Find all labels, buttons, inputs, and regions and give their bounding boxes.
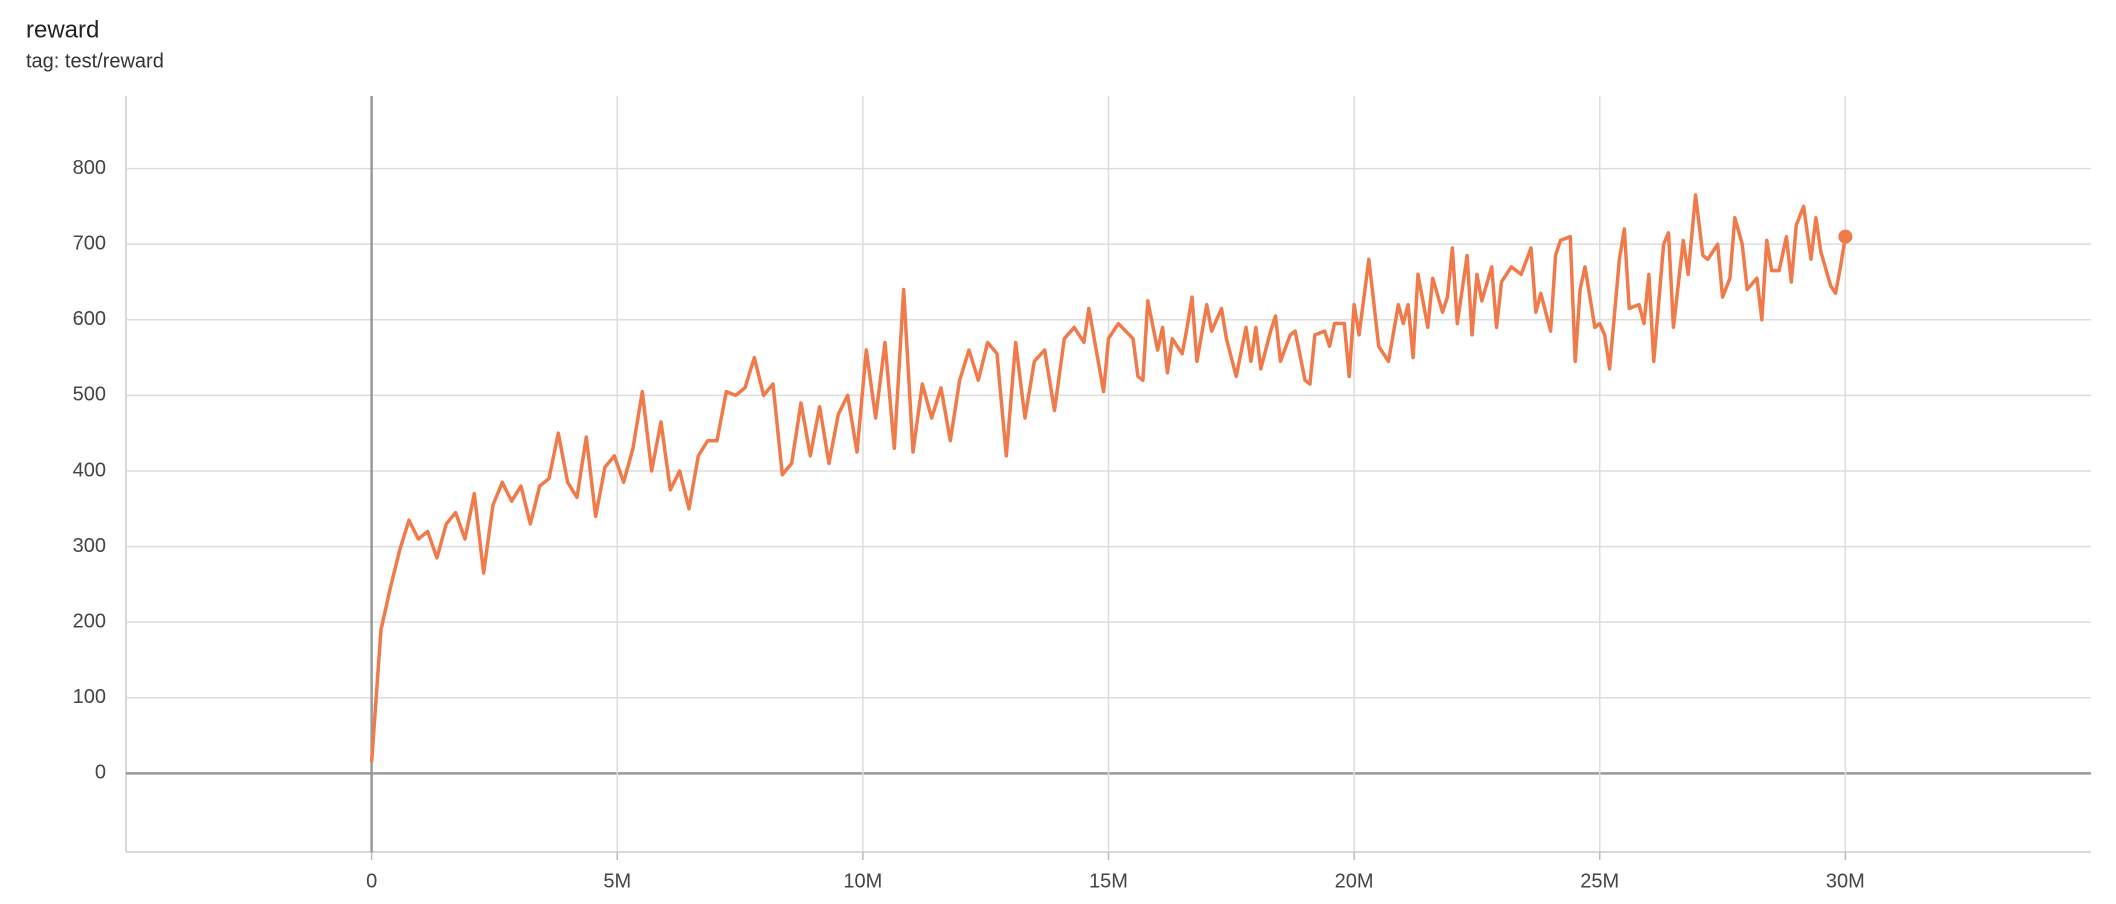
y-tick-label: 200 <box>73 610 106 632</box>
y-tick-label: 500 <box>73 384 106 406</box>
chart-subtitle: tag: test/reward <box>26 50 164 72</box>
x-tick-label: 30M <box>1826 870 1865 892</box>
x-tick-label: 5M <box>603 870 631 892</box>
chart-title: reward <box>26 16 99 43</box>
x-tick-label: 15M <box>1089 870 1128 892</box>
x-tick-label: 10M <box>843 870 882 892</box>
data-line <box>369 193 1848 763</box>
y-tick-label: 300 <box>73 535 106 557</box>
y-tick-label: 600 <box>73 308 106 330</box>
x-tick-label: 0 <box>366 870 377 892</box>
y-tick-label: 400 <box>73 459 106 481</box>
y-tick-label: 0 <box>95 762 106 784</box>
last-point <box>1838 229 1853 244</box>
x-tick-label: 25M <box>1580 870 1619 892</box>
y-tick-label: 100 <box>73 686 106 708</box>
x-tick-label: 20M <box>1335 870 1374 892</box>
y-tick-label: 700 <box>73 232 106 254</box>
y-tick-label: 800 <box>73 157 106 179</box>
